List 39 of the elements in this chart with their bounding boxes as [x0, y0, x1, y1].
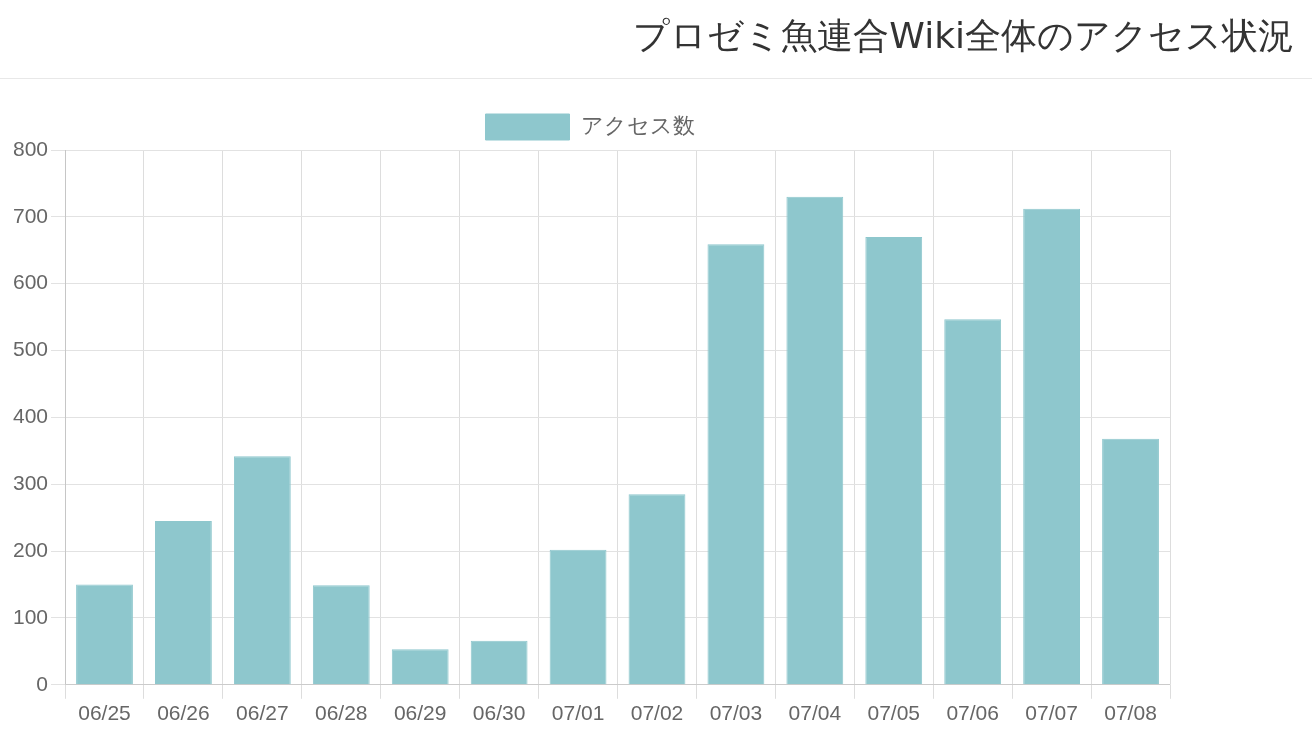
y-tick-label: 300: [12, 471, 49, 495]
bar: [391, 649, 449, 685]
x-tick-label: 07/06: [946, 701, 999, 725]
x-tick-label: 06/28: [315, 701, 368, 725]
bar: [707, 244, 765, 685]
x-tick-label: 07/07: [1025, 701, 1078, 725]
bar: [944, 319, 1002, 685]
x-tick-label: 07/08: [1104, 701, 1157, 725]
bar: [233, 456, 291, 685]
y-tick-label: 200: [12, 537, 49, 561]
bar: [1102, 438, 1159, 685]
bar: [628, 494, 686, 685]
y-tick-label: 700: [12, 203, 49, 227]
x-tick-label: 06/27: [236, 701, 289, 725]
y-tick-label: 400: [12, 404, 49, 428]
chart-title: プロゼミ魚連合Wiki全体のアクセス状況: [633, 14, 1294, 58]
x-tick-label: 07/05: [867, 701, 921, 725]
x-tick-label: 07/04: [788, 701, 842, 725]
x-tick-label: 07/03: [709, 701, 763, 725]
y-tick-label: 0: [36, 671, 49, 695]
bar: [865, 236, 923, 685]
bar: [76, 584, 133, 685]
legend-label: アクセス数: [580, 112, 695, 138]
x-tick-label: 06/29: [393, 701, 447, 725]
x-tick-label: 06/30: [472, 701, 526, 725]
y-tick-label: 800: [12, 136, 49, 160]
bar: [549, 549, 607, 685]
bar: [470, 640, 528, 685]
y-tick-label: 100: [12, 604, 49, 628]
x-tick-label: 06/25: [78, 701, 131, 725]
bar: [786, 196, 844, 685]
bar: [155, 521, 212, 685]
x-tick-label: 06/26: [157, 701, 210, 725]
x-tick-label: 07/01: [551, 701, 605, 725]
y-tick-label: 500: [12, 337, 49, 361]
bar: [312, 585, 370, 685]
y-tick-label: 600: [12, 270, 49, 294]
x-tick-label: 07/02: [630, 701, 684, 725]
bar: [1023, 208, 1081, 685]
